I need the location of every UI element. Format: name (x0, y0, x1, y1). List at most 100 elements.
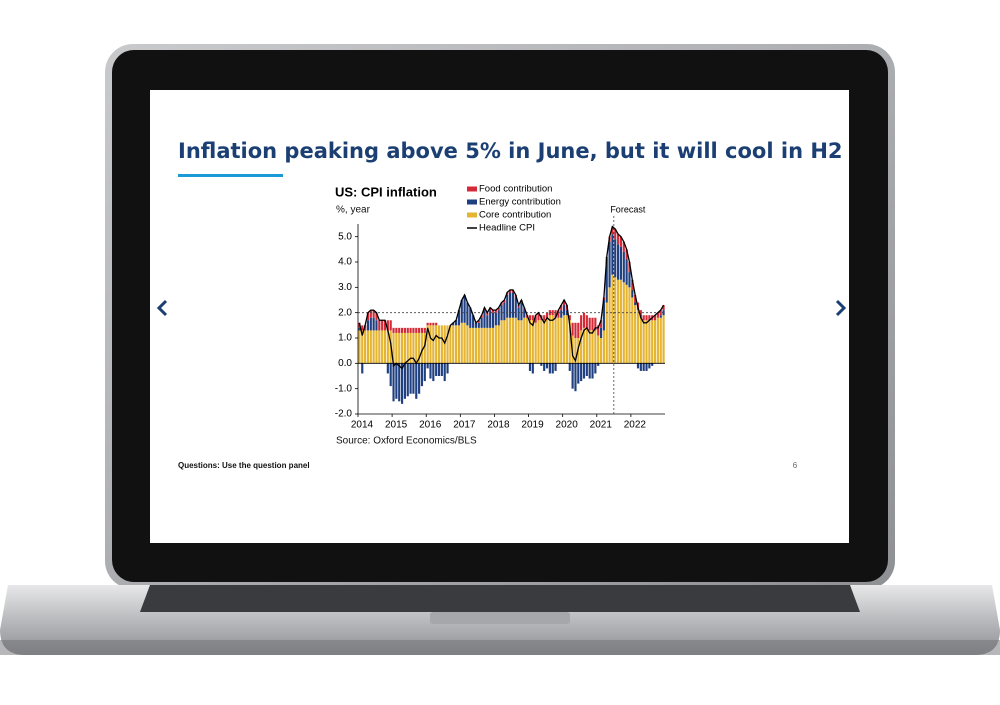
bar (651, 363, 654, 366)
y-tick-label: 3.0 (338, 282, 352, 293)
bar (591, 330, 594, 364)
bar (642, 363, 645, 371)
bar (594, 363, 597, 374)
x-tick-label: 2015 (385, 420, 408, 431)
bar (386, 320, 389, 331)
bar (551, 310, 554, 316)
bar (639, 310, 642, 318)
bar (582, 327, 586, 364)
bar (392, 363, 395, 402)
bar (653, 315, 657, 321)
bar (361, 325, 364, 331)
bar (594, 330, 597, 364)
bar (460, 322, 463, 364)
bar (585, 315, 588, 328)
bar (563, 315, 566, 364)
bar (659, 315, 662, 318)
bar (372, 330, 375, 364)
bar (440, 363, 443, 376)
bar (588, 363, 591, 379)
bar (429, 322, 432, 326)
bar (651, 320, 654, 364)
bar (557, 317, 560, 364)
bar (364, 325, 367, 331)
bar (608, 241, 611, 288)
bar (426, 322, 429, 326)
y-tick-label: 4.0 (338, 257, 352, 268)
bar (420, 327, 424, 333)
bar (375, 330, 378, 364)
bar (403, 327, 406, 333)
page-number: 6 (793, 461, 798, 470)
bar (571, 322, 574, 336)
bar (594, 317, 597, 331)
chart-title: US: CPI inflation (335, 184, 437, 199)
bar (383, 320, 387, 331)
bar (634, 294, 637, 303)
bar (599, 327, 603, 338)
bar (642, 315, 645, 321)
bar (400, 363, 404, 404)
bar (406, 332, 409, 364)
bar (378, 330, 381, 364)
bar (375, 312, 378, 321)
bar (477, 322, 480, 328)
bar (435, 325, 438, 364)
bar (375, 320, 378, 331)
bar (429, 325, 432, 364)
bar (548, 363, 551, 374)
bar (656, 312, 659, 318)
bar (386, 330, 389, 364)
legend-label: Core contribution (479, 210, 551, 221)
bar (617, 244, 620, 280)
bar (423, 332, 426, 364)
bar (614, 239, 617, 278)
bar (597, 363, 600, 366)
bar (409, 363, 412, 394)
next-arrow[interactable] (835, 299, 847, 317)
bar (602, 300, 605, 331)
bar (395, 327, 398, 333)
legend-swatch (467, 212, 477, 218)
bar (432, 363, 435, 382)
bar (369, 310, 372, 318)
bar (597, 335, 600, 364)
bar (494, 312, 497, 326)
y-tick-label: 1.0 (338, 333, 352, 344)
bar (531, 320, 534, 364)
bar (403, 332, 406, 364)
bar (494, 325, 497, 364)
bar (591, 363, 594, 379)
y-tick-label: -2.0 (335, 409, 353, 420)
bar (437, 363, 441, 376)
bar (400, 332, 404, 364)
bar (497, 325, 500, 364)
bar (622, 241, 625, 252)
bar (619, 246, 623, 280)
bar (483, 327, 486, 364)
bar (548, 315, 551, 364)
prev-arrow[interactable] (156, 299, 168, 317)
bar (648, 363, 651, 369)
y-tick-label: 5.0 (338, 231, 352, 242)
bar (364, 330, 367, 364)
bar (477, 327, 480, 364)
bar (432, 325, 435, 364)
bar (605, 259, 608, 303)
bar (580, 315, 583, 331)
bar (631, 297, 634, 364)
bar (537, 320, 540, 364)
line-series (358, 225, 665, 370)
bar (560, 310, 563, 318)
legend-swatch (467, 199, 477, 205)
bar (608, 287, 611, 364)
bar (645, 315, 648, 321)
bar (412, 332, 415, 364)
bar (528, 363, 532, 371)
bar (418, 332, 421, 364)
bar (568, 363, 571, 371)
bar (560, 317, 563, 364)
slide-title: Inflation peaking above 5% in June, but … (178, 139, 843, 163)
bar (426, 325, 429, 364)
chart: 5.0 4.0 3.0 2.0 1.0 0.0 -1.0 -2.0 Forecast 2014 20… (335, 184, 665, 431)
